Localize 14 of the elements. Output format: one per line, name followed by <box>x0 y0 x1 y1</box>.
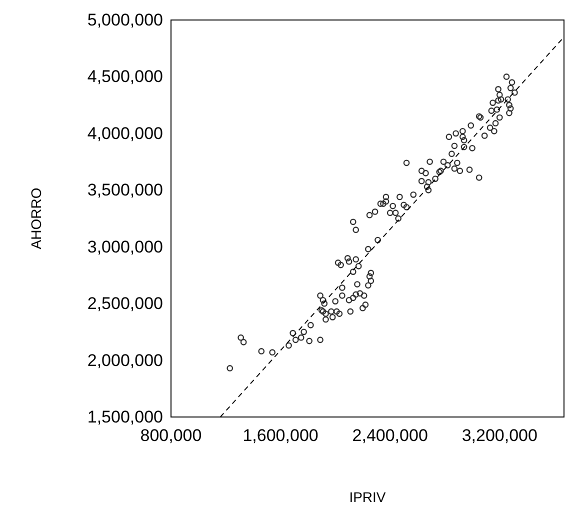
y-tick-label: 3,500,000 <box>87 180 163 200</box>
x-axis-title: IPRIV <box>349 489 386 505</box>
y-tick-label: 1,500,000 <box>87 408 163 426</box>
y-tick-label: 4,000,000 <box>87 124 163 143</box>
y-tick-label: 4,500,000 <box>87 67 163 86</box>
y-tick-label: 5,000,000 <box>87 10 163 30</box>
x-tick-label: 2,400,000 <box>352 426 428 445</box>
y-axis-title: AHORRO <box>28 188 44 250</box>
x-tick-label: 800,000 <box>140 426 202 445</box>
y-tick-label: 3,000,000 <box>87 237 163 256</box>
x-tick-label: 1,600,000 <box>242 426 318 445</box>
y-tick-label: 2,500,000 <box>87 294 163 314</box>
x-tick-label: 3,200,000 <box>462 426 538 445</box>
y-tick-label: 2,000,000 <box>87 350 163 370</box>
